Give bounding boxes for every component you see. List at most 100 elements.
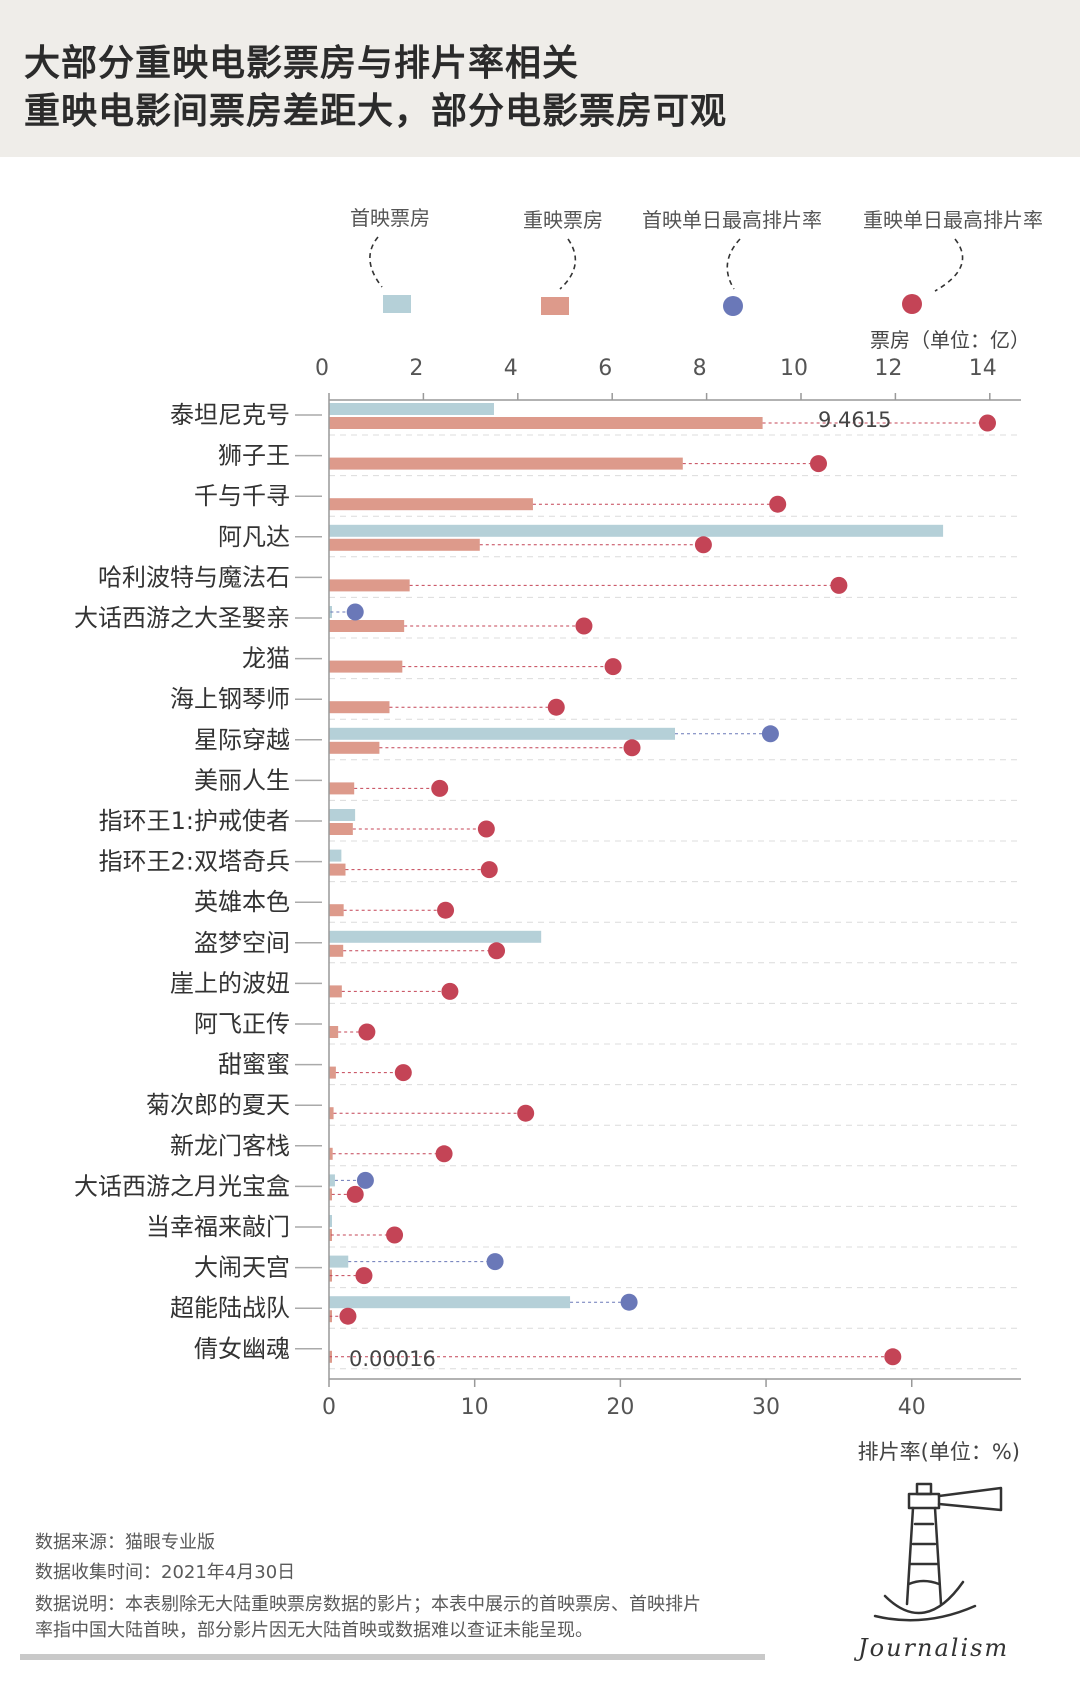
rerun-rate-dot xyxy=(575,617,593,635)
category-label: 阿飞正传 xyxy=(194,1010,290,1038)
first-box-bar xyxy=(329,1255,349,1268)
rerun-rate-dot xyxy=(441,982,459,1000)
max-value-label: 9.4615 xyxy=(818,408,891,432)
legend-rerun-box-swatch xyxy=(541,297,569,315)
rerun-rate-dot xyxy=(978,414,996,432)
rerun-box-bar xyxy=(329,741,380,754)
rerun-box-bar xyxy=(329,1147,333,1160)
legend-arrow-1 xyxy=(369,236,383,288)
top-axis-label: 票房（单位：亿） xyxy=(870,328,1030,352)
top-axis-tick-label: 14 xyxy=(969,356,997,381)
min-value-label: 0.00016 xyxy=(349,1347,436,1371)
first-rate-dot xyxy=(486,1253,504,1271)
first-box-bar xyxy=(329,1174,335,1187)
rerun-box-bar xyxy=(329,538,480,551)
rerun-box-bar xyxy=(329,1229,332,1241)
legend-first-rate-label: 首映单日最高排片率 xyxy=(642,208,822,232)
header-banner: 大部分重映电影票房与排片率相关 重映电影间票房差距大，部分电影票房可观 xyxy=(0,0,1080,157)
bottom-axis-label: 排片率(单位：%) xyxy=(858,1440,1020,1464)
first-rate-dot xyxy=(761,725,779,743)
category-label: 千与千寻 xyxy=(194,482,290,510)
category-label: 美丽人生 xyxy=(194,766,290,794)
first-box-bar xyxy=(329,524,944,537)
category-label: 海上钢琴师 xyxy=(170,685,290,713)
legend-rerun-rate-label: 重映单日最高排片率 xyxy=(863,208,1043,232)
top-axis-tick-label: 6 xyxy=(598,356,612,381)
bottom-axis-tick-label: 10 xyxy=(461,1395,489,1420)
top-axis-tick-label: 4 xyxy=(504,356,518,381)
category-label: 哈利波特与魔法石 xyxy=(98,563,290,591)
rerun-box-bar xyxy=(329,620,405,632)
lighthouse-logo-icon xyxy=(873,1482,1003,1622)
legend-arrow-3 xyxy=(726,238,741,290)
data-source: 数据来源：猫眼专业版 xyxy=(35,1532,215,1553)
category-label: 倩女幽魂 xyxy=(194,1335,290,1363)
rerun-box-bar xyxy=(329,1188,332,1201)
rerun-box-bar xyxy=(329,498,533,511)
first-box-bar xyxy=(329,1215,332,1227)
first-rate-dot xyxy=(620,1293,638,1311)
rerun-rate-dot xyxy=(346,1185,364,1203)
rerun-rate-dot xyxy=(358,1023,376,1041)
category-label: 盗梦空间 xyxy=(194,929,290,957)
rerun-rate-dot xyxy=(355,1267,373,1285)
legend-first-box-label: 首映票房 xyxy=(350,206,430,230)
rerun-rate-dot xyxy=(339,1307,357,1325)
rerun-box-bar xyxy=(329,782,355,795)
bottom-axis-tick-label: 20 xyxy=(606,1395,634,1420)
category-label: 大闹天宫 xyxy=(194,1254,290,1282)
legend-rerun-box-label: 重映票房 xyxy=(523,208,603,232)
legend-first-rate-swatch xyxy=(723,296,743,316)
collection-date: 数据收集时间：2021年4月30日 xyxy=(35,1562,296,1583)
rerun-box-bar xyxy=(329,660,403,673)
category-label: 狮子王 xyxy=(218,442,290,470)
category-label: 指环王1:护戒使者 xyxy=(99,807,290,835)
rerun-rate-dot xyxy=(769,495,787,513)
category-label: 新龙门客栈 xyxy=(170,1132,290,1160)
rerun-rate-dot xyxy=(547,698,565,716)
legend-arrow-2 xyxy=(559,238,577,290)
first-rate-dot xyxy=(346,603,364,621)
first-rate-dot xyxy=(356,1171,374,1189)
category-label: 大话西游之大圣娶亲 xyxy=(74,604,290,632)
rerun-rate-dot xyxy=(830,576,848,594)
rerun-rate-dot xyxy=(694,536,712,554)
bottom-divider xyxy=(20,1654,765,1660)
first-box-bar xyxy=(329,930,542,943)
first-box-bar xyxy=(329,809,356,821)
legend-arrow-4 xyxy=(934,238,964,292)
bottom-axis-tick-label: 40 xyxy=(898,1395,926,1420)
rerun-box-bar xyxy=(329,1066,336,1079)
rerun-box-bar xyxy=(329,944,344,957)
top-axis-tick-label: 12 xyxy=(874,356,902,381)
category-label: 泰坦尼克号 xyxy=(170,401,290,429)
rerun-box-bar xyxy=(329,1026,339,1038)
category-label: 甜蜜蜜 xyxy=(218,1051,290,1079)
legend-rerun-rate-swatch xyxy=(902,294,922,314)
top-axis-tick-label: 0 xyxy=(315,356,329,381)
rerun-rate-dot xyxy=(809,455,827,473)
rerun-box-bar xyxy=(329,823,353,835)
title-line-2: 重映电影间票房差距大，部分电影票房可观 xyxy=(24,91,728,132)
logo-text: Journalism xyxy=(858,1634,1010,1662)
rerun-rate-dot xyxy=(480,861,498,879)
title-line-1: 大部分重映电影票房与排片率相关 xyxy=(24,43,580,84)
category-label: 星际穿越 xyxy=(194,726,290,754)
category-label: 超能陆战队 xyxy=(170,1294,290,1322)
rerun-box-bar xyxy=(329,904,344,917)
category-label: 崖上的波妞 xyxy=(170,969,290,997)
category-label: 阿凡达 xyxy=(218,523,290,551)
rerun-rate-dot xyxy=(623,739,641,757)
first-box-bar xyxy=(329,727,675,740)
bottom-axis-tick-label: 0 xyxy=(322,1395,336,1420)
legend-first-box-swatch xyxy=(383,295,411,313)
rerun-rate-dot xyxy=(884,1348,902,1366)
data-note-line-1: 数据说明：本表剔除无大陆重映票房数据的影片；本表中展示的首映票房、首映排片 xyxy=(35,1594,701,1615)
top-axis-tick-label: 8 xyxy=(693,356,707,381)
rerun-box-bar xyxy=(329,457,683,470)
category-label: 当幸福来敲门 xyxy=(146,1213,290,1241)
rerun-rate-dot xyxy=(437,901,455,919)
rerun-box-bar xyxy=(329,701,390,714)
rerun-rate-dot xyxy=(386,1226,404,1244)
